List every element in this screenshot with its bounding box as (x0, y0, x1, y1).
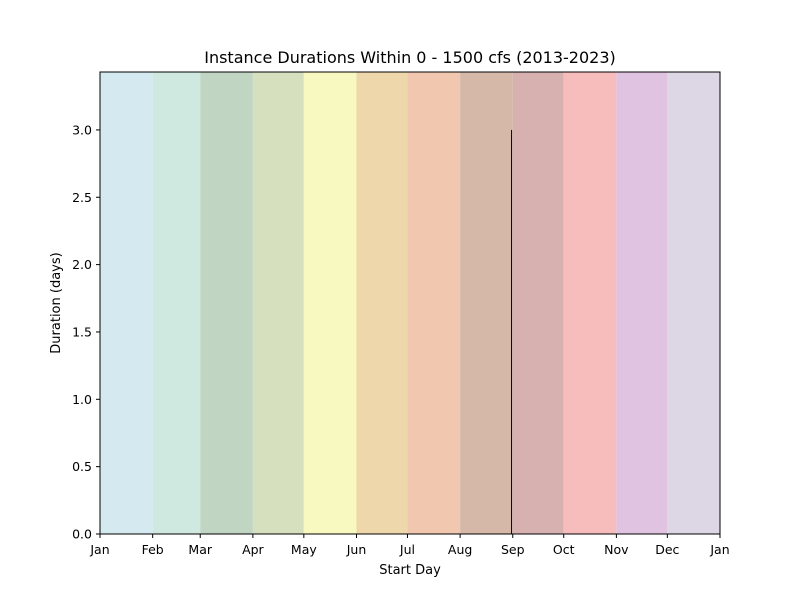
y-tick-label: 1.0 (72, 392, 92, 407)
x-tick-label: Jun (346, 542, 367, 557)
x-axis-ticks: Jan Feb Mar Apr May Jun Jul Aug Sep Oct Nov Dec Jan (89, 534, 730, 557)
month-band-9 (512, 72, 564, 534)
month-band-8 (460, 72, 513, 534)
x-axis-label: Start Day (379, 563, 441, 578)
plot-frame (99, 71, 721, 535)
month-band-1 (100, 72, 153, 534)
x-tick-label: Jan (89, 542, 109, 557)
x-tick-label: May (291, 542, 317, 557)
month-band-7 (407, 72, 461, 534)
month-band-5 (303, 72, 357, 534)
month-bands (100, 72, 720, 534)
month-band-3 (200, 72, 253, 534)
month-band-6 (356, 72, 408, 534)
y-axis-label: Duration (days) (49, 252, 64, 353)
y-tick-label: 2.0 (72, 257, 92, 272)
month-band-11 (616, 72, 668, 534)
month-band-10 (563, 72, 617, 534)
x-tick-label: Aug (448, 542, 472, 557)
duration-bar (511, 129, 513, 534)
chart-title: Instance Durations Within 0 - 1500 cfs (… (204, 48, 616, 67)
x-tick-label: Apr (242, 542, 264, 557)
x-tick-label: Jul (399, 542, 415, 557)
y-tick-label: 0.5 (72, 459, 92, 474)
y-tick-label: 3.0 (72, 122, 92, 137)
month-band-2 (152, 72, 201, 534)
x-tick-label: Nov (604, 542, 629, 557)
x-tick-label: Oct (553, 542, 575, 557)
y-tick-label: 1.5 (72, 324, 92, 339)
x-tick-label: Jan (709, 542, 729, 557)
month-band-12 (667, 72, 720, 534)
duration-bars (511, 129, 513, 534)
x-tick-label: Feb (142, 542, 164, 557)
y-tick-label: 2.5 (72, 190, 92, 205)
x-tick-label: Mar (188, 542, 212, 557)
x-tick-label: Dec (655, 542, 679, 557)
y-tick-label: 0.0 (72, 527, 92, 542)
y-axis-ticks: 0.0 0.5 1.0 1.5 2.0 2.5 3.0 (72, 122, 100, 542)
month-band-4 (252, 72, 304, 534)
x-tick-label: Sep (501, 542, 525, 557)
